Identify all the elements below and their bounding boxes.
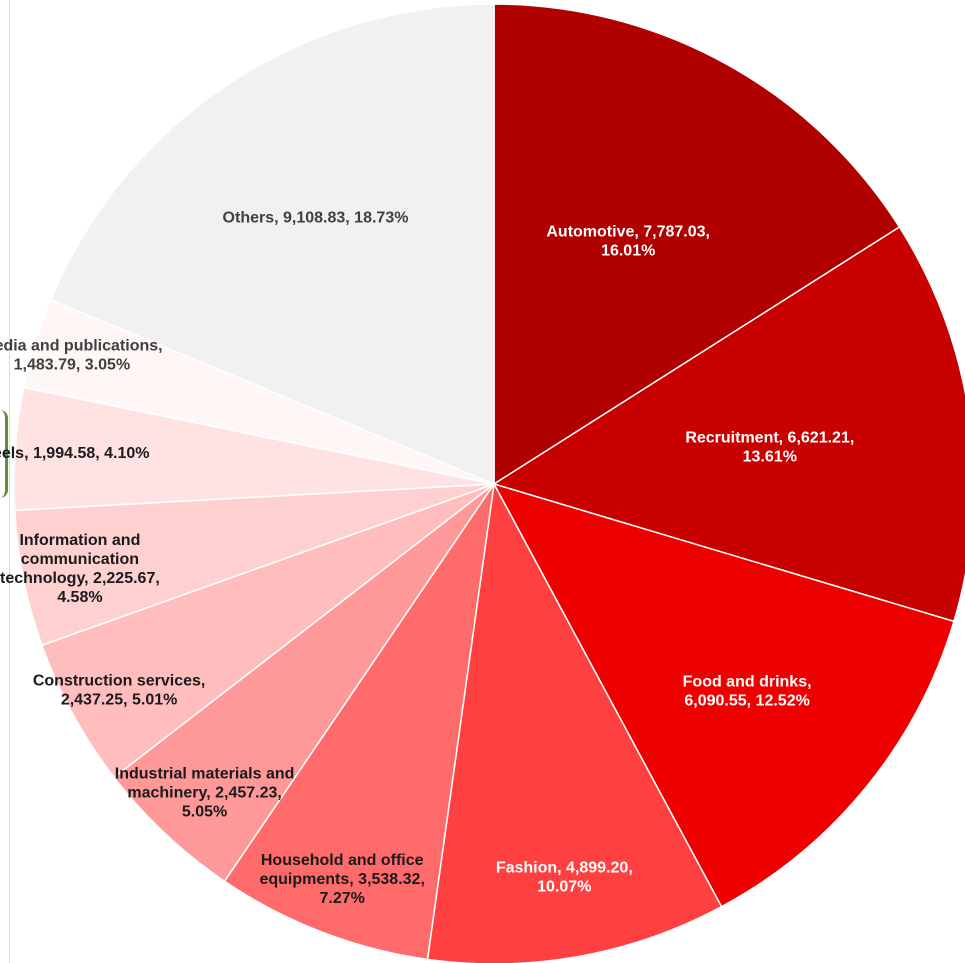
pie-label-line: Industrial materials and: [115, 766, 295, 783]
pie-slice-industrial-materials-and-machinery: [112, 483, 495, 883]
pie-label-line: Others, 9,108.83, 18.73%: [223, 210, 409, 227]
pie-label-line: communication: [21, 551, 139, 568]
pie-label-food-and-drinks: Food and drinks, 6,090.55, 12.52%: [683, 674, 812, 710]
pie-label-fashion: Fashion, 4,899.20, 10.07%: [496, 860, 633, 896]
pie-label-line: 6,090.55, 12.52%: [684, 693, 809, 710]
pie-label-line: machinery, 2,457.23,: [127, 785, 281, 802]
pie-label-line: 7.27%: [320, 890, 365, 907]
pie-label-information-and-communication-technology: Information and communication technology, …: [0, 532, 160, 606]
pie-label-recruitment: Recruitment, 6,621.21, 13.61%: [685, 429, 854, 465]
pie-label-line: Food and drinks,: [683, 674, 812, 691]
pie-label-media-and-publications: Media and publications, 1,483.79, 3.05%: [0, 338, 163, 374]
pie-label-line: 13.61%: [743, 448, 797, 465]
pie-label-line: Recruitment, 6,621.21,: [685, 429, 854, 446]
pie-label-line: Media and publications,: [0, 338, 163, 355]
pie-label-line: 2,437.25, 5.01%: [61, 691, 178, 708]
pie-labels: Automotive, 7,787.03, 16.01% Recruitment, …: [0, 210, 854, 908]
pie-slice-fashion: [426, 481, 723, 963]
pie-label-line: Information and: [19, 532, 140, 549]
pie-label-line: Automotive, 7,787.03,: [546, 224, 710, 241]
pie-label-industrial-materials-and-machinery: Industrial materials and machinery, 2,457…: [115, 766, 295, 821]
pie-label-line: 5.05%: [182, 804, 227, 821]
pie-slice-food-and-drinks: [492, 482, 955, 908]
pie-label-automotive: Automotive, 7,787.03, 16.01%: [546, 224, 710, 260]
pie-label-household-and-office-equipments: Household and office equipments, 3,538.32…: [259, 852, 424, 907]
pie-slice-household-and-office-equipments: [223, 483, 495, 961]
pie-label-line: 1,483.79, 3.05%: [14, 357, 131, 374]
pie-slices: [13, 3, 965, 963]
pie-label-line: Household and office: [261, 852, 424, 869]
frame-border-line: [9, 0, 10, 963]
pie-label-line: Steels, 1,994.58, 4.10%: [0, 445, 149, 462]
pie-label-line: Fashion, 4,899.20,: [496, 860, 633, 877]
pie-label-steels: Steels, 1,994.58, 4.10%: [0, 445, 149, 462]
pie-label-line: equipments, 3,538.32,: [259, 871, 424, 888]
pie-label-line: Construction services,: [33, 672, 206, 689]
pie-label-construction-services: Construction services, 2,437.25, 5.01%: [33, 672, 206, 708]
pie-label-line: technology, 2,225.67,: [0, 570, 160, 587]
pie-slice-automotive: [493, 3, 901, 486]
pie-label-others: Others, 9,108.83, 18.73%: [223, 210, 409, 227]
pie-slice-construction-services: [40, 483, 495, 779]
pie-slice-others: [49, 3, 495, 486]
pie-label-line: 16.01%: [601, 243, 655, 260]
pie-label-line: 10.07%: [537, 879, 591, 896]
frame-side-tab: [0, 410, 8, 498]
pie-label-line: 4.58%: [57, 589, 102, 606]
